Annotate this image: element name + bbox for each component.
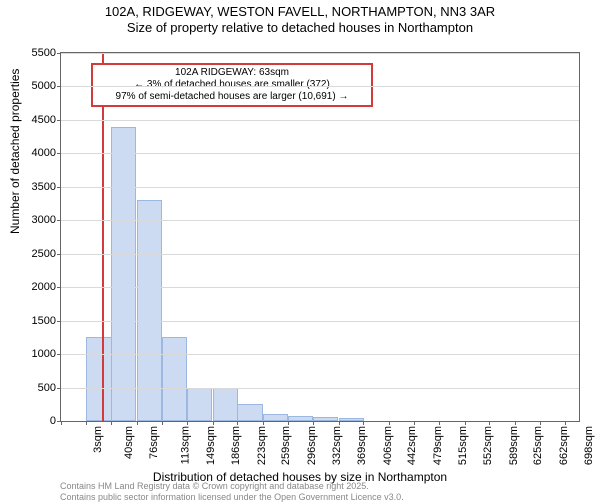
x-tick-label: 406sqm — [382, 426, 394, 465]
x-tick — [565, 421, 566, 425]
x-tick-label: 552sqm — [482, 426, 494, 465]
property-marker-line — [102, 53, 104, 421]
histogram-bar — [86, 337, 111, 421]
x-tick — [515, 421, 516, 425]
x-tick — [213, 421, 214, 425]
x-tick — [339, 421, 340, 425]
x-tick — [288, 421, 289, 425]
annotation-box: 102A RIDGEWAY: 63sqm ← 3% of detached ho… — [91, 63, 373, 107]
grid-line — [61, 187, 579, 188]
x-tick — [389, 421, 390, 425]
x-tick-label: 3sqm — [92, 426, 104, 453]
y-tick-label: 4000 — [32, 147, 56, 159]
histogram-bar — [263, 414, 288, 421]
x-tick-label: 625sqm — [533, 426, 545, 465]
y-tick-label: 1000 — [32, 348, 56, 360]
x-tick-label: 442sqm — [407, 426, 419, 465]
annotation-line-3: 97% of semi-detached houses are larger (… — [97, 91, 367, 103]
y-axis-label: Number of detached properties — [8, 69, 22, 234]
footer-line-2: Contains public sector information licen… — [60, 492, 404, 502]
y-tick — [57, 153, 61, 154]
grid-line — [61, 53, 579, 54]
x-tick-label: 662sqm — [558, 426, 570, 465]
y-tick — [57, 254, 61, 255]
grid-line — [61, 388, 579, 389]
y-tick-label: 5000 — [32, 80, 56, 92]
x-tick-label: 223sqm — [256, 426, 268, 465]
histogram-bar — [187, 388, 212, 421]
grid-line — [61, 354, 579, 355]
grid-line — [61, 220, 579, 221]
histogram-bar — [288, 416, 313, 421]
histogram-bar — [339, 418, 364, 421]
x-tick-label: 76sqm — [148, 426, 160, 459]
histogram-bar — [313, 417, 338, 421]
grid-line — [61, 254, 579, 255]
grid-line — [61, 321, 579, 322]
footer-attribution: Contains HM Land Registry data © Crown c… — [60, 481, 404, 502]
y-tick — [57, 287, 61, 288]
x-tick-label: 259sqm — [280, 426, 292, 465]
x-tick — [86, 421, 87, 425]
histogram-bar — [237, 404, 262, 421]
y-tick-label: 4500 — [32, 114, 56, 126]
x-tick-label: 589sqm — [508, 426, 520, 465]
x-tick-label: 113sqm — [179, 426, 191, 464]
y-tick — [57, 388, 61, 389]
x-tick-label: 698sqm — [583, 426, 595, 465]
x-tick-label: 332sqm — [331, 426, 343, 465]
x-tick — [540, 421, 541, 425]
x-tick — [465, 421, 466, 425]
annotation-line-1: 102A RIDGEWAY: 63sqm — [97, 67, 367, 79]
x-tick — [439, 421, 440, 425]
x-tick — [111, 421, 112, 425]
chart-title-sub: Size of property relative to detached ho… — [0, 20, 600, 36]
x-tick — [414, 421, 415, 425]
x-tick — [137, 421, 138, 425]
x-tick — [187, 421, 188, 425]
y-tick-label: 2500 — [32, 248, 56, 260]
histogram-bar — [213, 388, 238, 421]
chart-title-main: 102A, RIDGEWAY, WESTON FAVELL, NORTHAMPT… — [0, 4, 600, 20]
x-tick — [313, 421, 314, 425]
x-tick-label: 296sqm — [306, 426, 318, 465]
grid-line — [61, 287, 579, 288]
x-tick — [237, 421, 238, 425]
x-tick — [363, 421, 364, 425]
histogram-bar — [111, 127, 136, 421]
x-tick-label: 40sqm — [124, 426, 136, 459]
histogram-bar — [162, 337, 187, 421]
x-tick — [162, 421, 163, 425]
annotation-line-2: ← 3% of detached houses are smaller (372… — [97, 79, 367, 91]
y-tick-label: 0 — [50, 415, 56, 427]
grid-line — [61, 86, 579, 87]
x-tick-label: 369sqm — [356, 426, 368, 465]
y-tick — [57, 354, 61, 355]
x-tick-label: 186sqm — [230, 426, 242, 465]
x-tick — [489, 421, 490, 425]
x-tick-label: 149sqm — [205, 426, 217, 465]
histogram-bars — [61, 53, 579, 421]
grid-line — [61, 120, 579, 121]
x-tick-label: 515sqm — [457, 426, 469, 465]
y-tick-label: 3000 — [32, 214, 56, 226]
y-tick-label: 500 — [38, 382, 56, 394]
x-tick-label: 479sqm — [432, 426, 444, 465]
y-tick — [57, 53, 61, 54]
y-tick — [57, 321, 61, 322]
y-tick-label: 1500 — [32, 315, 56, 327]
y-tick — [57, 86, 61, 87]
y-tick — [57, 187, 61, 188]
grid-line — [61, 153, 579, 154]
y-tick-label: 2000 — [32, 281, 56, 293]
y-tick — [57, 120, 61, 121]
x-tick — [263, 421, 264, 425]
y-tick-label: 5500 — [32, 47, 56, 59]
footer-line-1: Contains HM Land Registry data © Crown c… — [60, 481, 404, 491]
chart-plot-area: 102A RIDGEWAY: 63sqm ← 3% of detached ho… — [60, 52, 580, 422]
y-tick-label: 3500 — [32, 181, 56, 193]
y-tick — [57, 220, 61, 221]
x-tick — [61, 421, 62, 425]
